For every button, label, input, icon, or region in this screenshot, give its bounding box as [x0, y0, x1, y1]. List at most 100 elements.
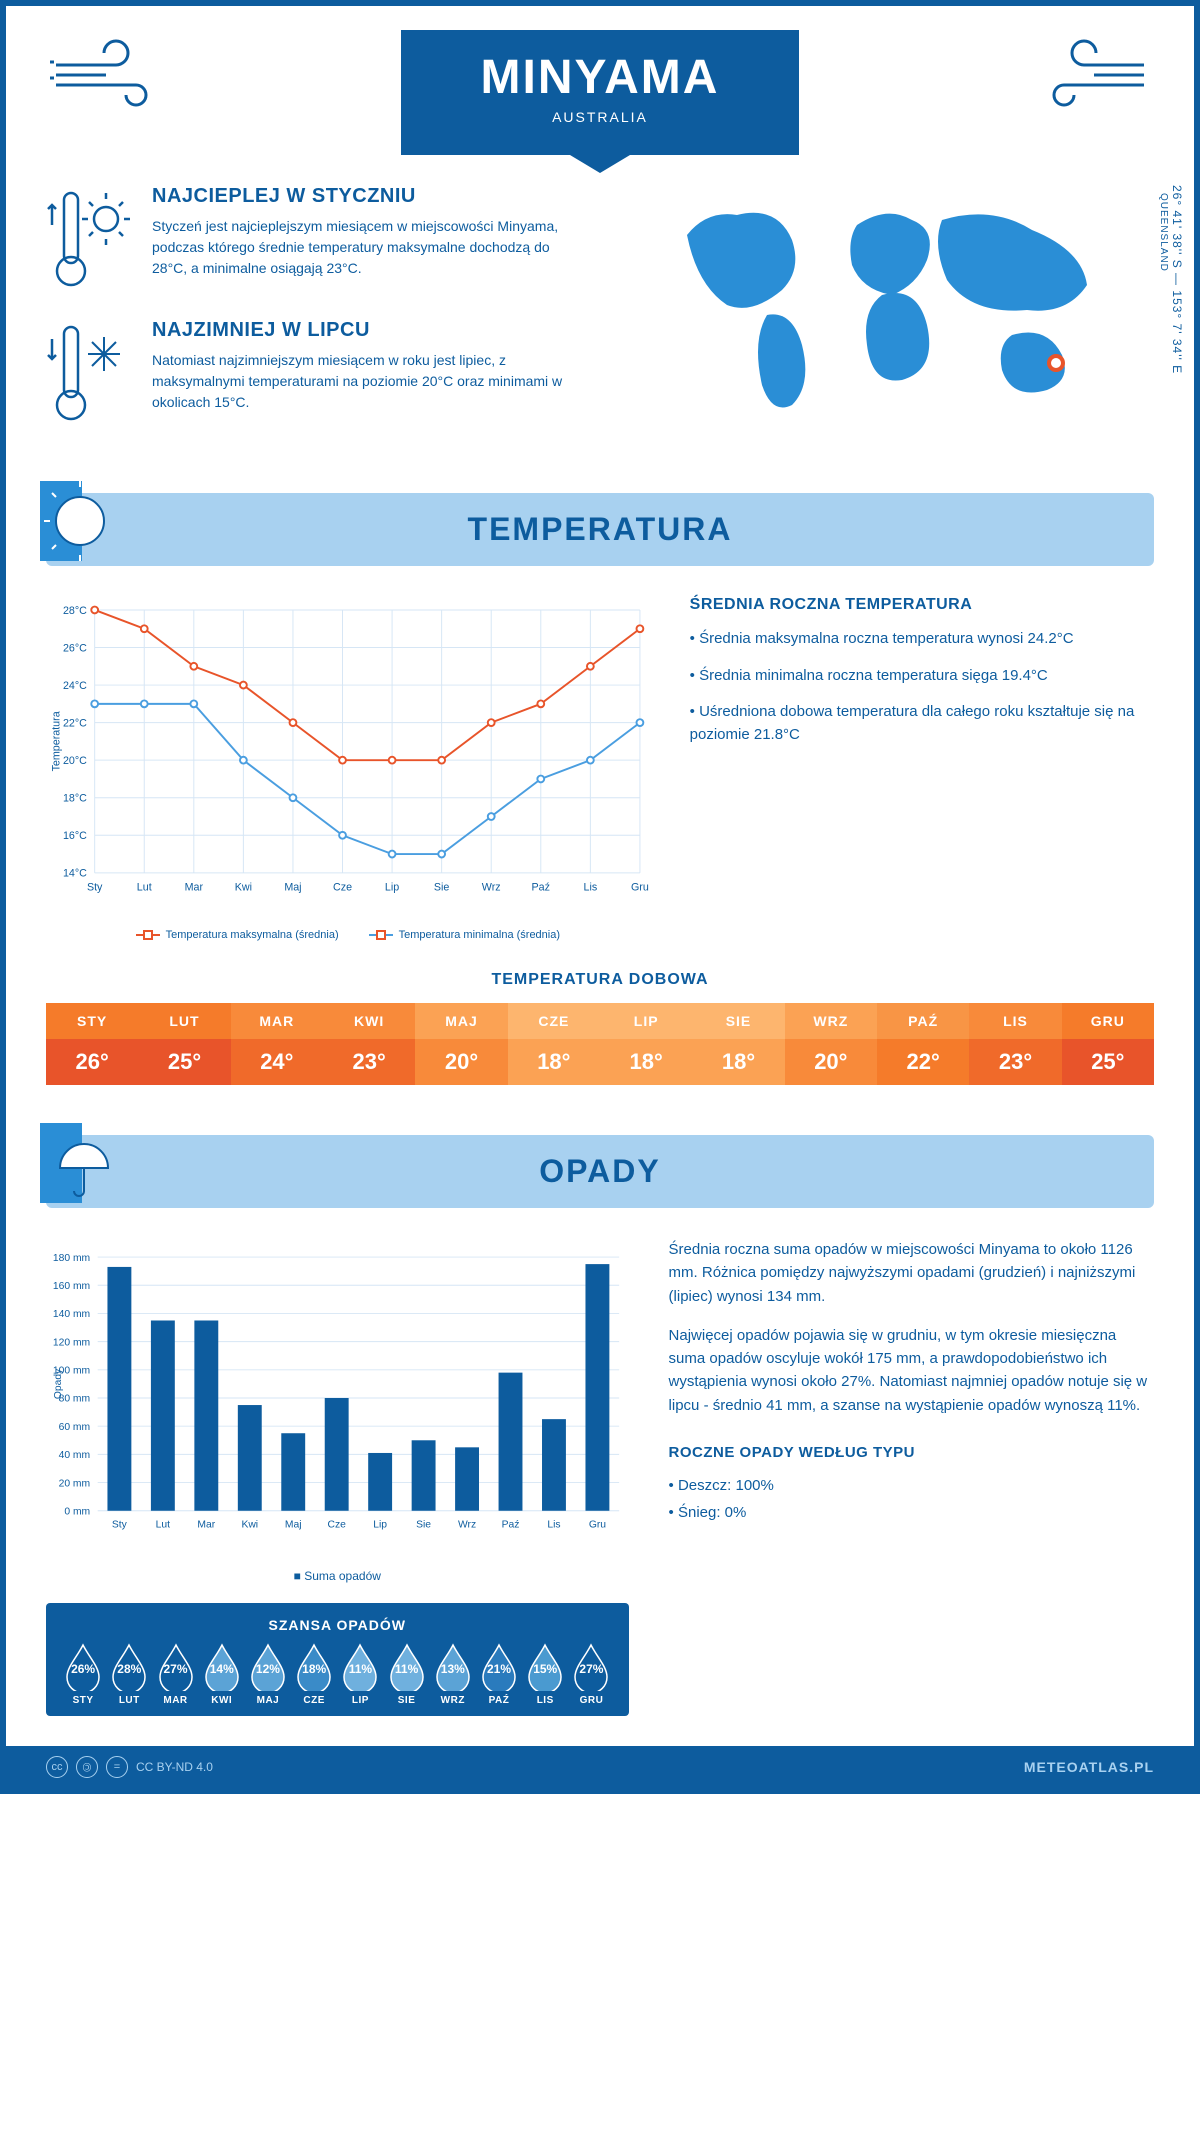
- svg-text:20 mm: 20 mm: [59, 1478, 91, 1489]
- site-name: METEOATLAS.PL: [1024, 1759, 1154, 1775]
- hottest-block: NAJCIEPLEJ W STYCZNIU Styczeń jest najci…: [46, 185, 580, 295]
- svg-text:Paź: Paź: [502, 1520, 520, 1531]
- svg-text:Maj: Maj: [284, 881, 301, 893]
- svg-text:26°C: 26°C: [63, 642, 87, 654]
- precipitation-info: Średnia roczna suma opadów w miejscowośc…: [669, 1238, 1154, 1716]
- svg-text:Opady: Opady: [53, 1368, 64, 1399]
- svg-text:Lut: Lut: [156, 1520, 170, 1531]
- precip-type-item: • Deszcz: 100%: [669, 1474, 1154, 1497]
- rain-chance-item: 12%MAJ: [247, 1643, 289, 1706]
- section-bar-precipitation: OPADY: [46, 1135, 1154, 1208]
- svg-text:Mar: Mar: [197, 1520, 215, 1531]
- wind-icon-right: [1014, 30, 1154, 130]
- rain-chance-item: 15%LIS: [524, 1643, 566, 1706]
- temp-bullet: • Uśredniona dobowa temperatura dla całe…: [690, 701, 1154, 746]
- rain-chance-item: 14%KWI: [201, 1643, 243, 1706]
- svg-text:20°C: 20°C: [63, 755, 87, 767]
- temp-table-cell: 23°: [323, 1039, 415, 1085]
- svg-text:140 mm: 140 mm: [53, 1309, 90, 1320]
- temp-table-header: CZE: [508, 1003, 600, 1039]
- temp-table-cell: 25°: [1062, 1039, 1154, 1085]
- rain-chance-item: 27%GRU: [570, 1643, 612, 1706]
- svg-text:0 mm: 0 mm: [64, 1507, 90, 1518]
- temp-table-cell: 18°: [600, 1039, 692, 1085]
- temp-bullet: • Średnia minimalna roczna temperatura s…: [690, 665, 1154, 688]
- rain-chance-title: SZANSA OPADÓW: [62, 1617, 613, 1633]
- cc-icon: cc: [46, 1756, 68, 1778]
- legend-min: Temperatura minimalna (średnia): [399, 929, 560, 941]
- rain-chance-item: 11%LIP: [339, 1643, 381, 1706]
- hottest-title: NAJCIEPLEJ W STYCZNIU: [152, 185, 580, 208]
- coldest-block: NAJZIMNIEJ W LIPCU Natomiast najzimniejs…: [46, 319, 580, 429]
- thermometer-sun-icon: [46, 185, 136, 295]
- svg-text:Lip: Lip: [373, 1520, 387, 1531]
- world-map: [657, 185, 1117, 425]
- temp-table-header: KWI: [323, 1003, 415, 1039]
- temp-table-header: SIE: [692, 1003, 784, 1039]
- svg-text:Lut: Lut: [137, 881, 152, 893]
- svg-text:24°C: 24°C: [63, 680, 87, 692]
- svg-text:28°C: 28°C: [63, 605, 87, 617]
- svg-text:Paź: Paź: [532, 881, 550, 893]
- temp-table-header: GRU: [1062, 1003, 1154, 1039]
- bar-legend: Suma opadów: [294, 1569, 381, 1583]
- svg-text:Temperatura: Temperatura: [51, 711, 63, 771]
- svg-text:Lis: Lis: [584, 881, 598, 893]
- rain-chance-item: 18%CZE: [293, 1643, 335, 1706]
- svg-text:Gru: Gru: [589, 1520, 606, 1531]
- thermometer-snow-icon: [46, 319, 136, 429]
- license-text: CC BY-ND 4.0: [136, 1760, 213, 1774]
- temp-table-cell: 18°: [508, 1039, 600, 1085]
- precipitation-title: OPADY: [70, 1153, 1130, 1190]
- by-icon: 🄯: [76, 1756, 98, 1778]
- temperature-info: ŚREDNIA ROCZNA TEMPERATURA • Średnia mak…: [690, 596, 1154, 941]
- coordinates: 26° 41' 38'' S — 153° 7' 34'' E QUEENSLA…: [1156, 185, 1184, 453]
- temp-table-header: LIS: [969, 1003, 1061, 1039]
- coldest-title: NAJZIMNIEJ W LIPCU: [152, 319, 580, 342]
- precip-type-item: • Śnieg: 0%: [669, 1501, 1154, 1524]
- intro-section: NAJCIEPLEJ W STYCZNIU Styczeń jest najci…: [46, 185, 1154, 453]
- precipitation-bar-chart: 0 mm20 mm40 mm60 mm80 mm100 mm120 mm140 …: [46, 1238, 629, 1583]
- rain-chance-item: 26%STY: [62, 1643, 104, 1706]
- wind-icon-left: [46, 30, 186, 130]
- svg-text:Gru: Gru: [631, 881, 649, 893]
- svg-text:Wrz: Wrz: [482, 881, 501, 893]
- temp-table-header: MAR: [231, 1003, 323, 1039]
- svg-text:120 mm: 120 mm: [53, 1337, 90, 1348]
- svg-text:180 mm: 180 mm: [53, 1253, 90, 1264]
- temp-table-header: LIP: [600, 1003, 692, 1039]
- precip-p1: Średnia roczna suma opadów w miejscowośc…: [669, 1238, 1154, 1308]
- svg-text:Lip: Lip: [385, 881, 399, 893]
- temperature-title: TEMPERATURA: [70, 511, 1130, 548]
- svg-text:Lis: Lis: [547, 1520, 560, 1531]
- footer: cc 🄯 = CC BY-ND 4.0 METEOATLAS.PL: [6, 1746, 1194, 1788]
- rain-chance-item: 28%LUT: [108, 1643, 150, 1706]
- temp-bullet: • Średnia maksymalna roczna temperatura …: [690, 628, 1154, 651]
- rain-chance-box: SZANSA OPADÓW 26%STY28%LUT27%MAR14%KWI12…: [46, 1603, 629, 1716]
- header: MINYAMA AUSTRALIA: [46, 30, 1154, 155]
- svg-text:40 mm: 40 mm: [59, 1450, 91, 1461]
- temp-table-header: WRZ: [785, 1003, 877, 1039]
- location-marker: [1047, 354, 1065, 372]
- temp-table-header: LUT: [138, 1003, 230, 1039]
- svg-text:Mar: Mar: [185, 881, 204, 893]
- title-banner: MINYAMA AUSTRALIA: [401, 30, 800, 155]
- svg-text:Sie: Sie: [416, 1520, 431, 1531]
- temp-table-header: STY: [46, 1003, 138, 1039]
- svg-text:22°C: 22°C: [63, 718, 87, 730]
- temp-table-cell: 20°: [785, 1039, 877, 1085]
- temp-table-cell: 26°: [46, 1039, 138, 1085]
- rain-chance-item: 21%PAŹ: [478, 1643, 520, 1706]
- svg-text:16°C: 16°C: [63, 830, 87, 842]
- avg-temp-title: ŚREDNIA ROCZNA TEMPERATURA: [690, 596, 1154, 614]
- temp-table-cell: 18°: [692, 1039, 784, 1085]
- svg-text:Kwi: Kwi: [241, 1520, 258, 1531]
- temp-table-cell: 22°: [877, 1039, 969, 1085]
- section-bar-temperature: TEMPERATURA: [46, 493, 1154, 566]
- temp-table-header: PAŹ: [877, 1003, 969, 1039]
- temp-table-cell: 24°: [231, 1039, 323, 1085]
- precip-p2: Najwięcej opadów pojawia się w grudniu, …: [669, 1324, 1154, 1417]
- svg-text:Wrz: Wrz: [458, 1520, 476, 1531]
- svg-text:Sie: Sie: [434, 881, 450, 893]
- svg-text:Maj: Maj: [285, 1520, 302, 1531]
